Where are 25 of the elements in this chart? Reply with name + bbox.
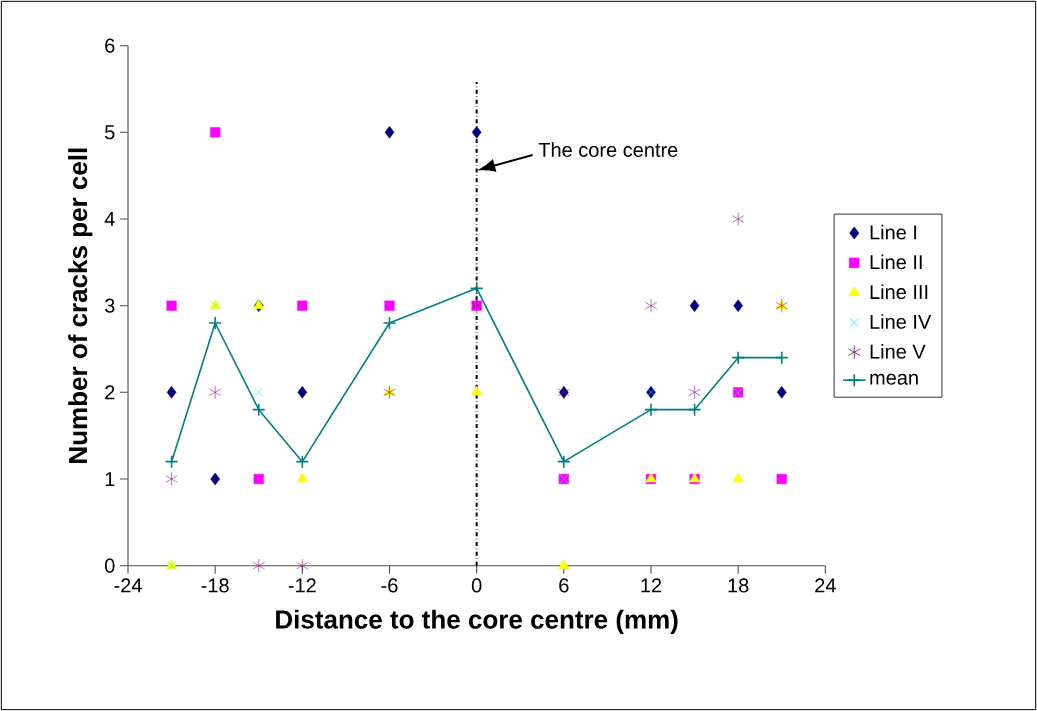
- y-tick-label: 6: [105, 38, 115, 53]
- y-tick-label: 5: [104, 125, 115, 140]
- x-tick-label: 6: [559, 578, 569, 593]
- y-tick-label: 4: [104, 212, 115, 226]
- legend-label: Line IV: [870, 314, 932, 329]
- y-tick-label: 1: [105, 472, 115, 486]
- y-tick-label: 3: [104, 298, 115, 313]
- x-tick-label: 18: [728, 578, 749, 593]
- y-axis-title: Number of cracks per cell: [68, 148, 93, 463]
- legend-label: Line III: [870, 284, 928, 300]
- x-tick-label: -12: [288, 578, 316, 593]
- legend-label: mean: [870, 373, 918, 385]
- y-tick-label: 0: [104, 558, 115, 573]
- legend-label: Line II: [870, 254, 922, 270]
- annotation: The core centre: [538, 142, 678, 157]
- x-tick-label: -6: [381, 578, 398, 593]
- x-tick-label: -18: [201, 578, 229, 593]
- y-tick-label: 2: [105, 385, 115, 400]
- legend-label: Line I: [870, 224, 917, 240]
- x-tick-label: 0: [471, 578, 482, 593]
- x-axis-title: Distance to the core centre (mm): [276, 609, 678, 634]
- x-tick-label: -24: [114, 578, 142, 593]
- legend-label: Line V: [870, 343, 926, 359]
- x-tick-label: 12: [641, 578, 662, 593]
- x-tick-label: 24: [815, 578, 836, 593]
